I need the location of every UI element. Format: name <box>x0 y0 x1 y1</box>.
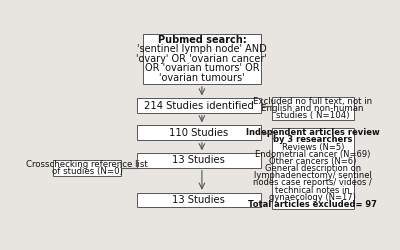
Text: Crosschecking reference list: Crosschecking reference list <box>26 160 148 169</box>
Text: 'ovarian tumours': 'ovarian tumours' <box>159 73 245 83</box>
Text: 110 Studies: 110 Studies <box>169 128 228 138</box>
Text: Other cancers (N=6): Other cancers (N=6) <box>269 157 356 166</box>
FancyBboxPatch shape <box>137 98 261 113</box>
FancyBboxPatch shape <box>137 125 261 140</box>
FancyBboxPatch shape <box>143 34 261 84</box>
FancyBboxPatch shape <box>272 97 354 120</box>
FancyBboxPatch shape <box>272 128 354 209</box>
Text: Total articles excluded= 97: Total articles excluded= 97 <box>248 200 377 209</box>
Text: 214 Studies identified: 214 Studies identified <box>144 100 254 110</box>
Text: gynaecology (N=17): gynaecology (N=17) <box>269 193 356 202</box>
Text: lymphadenectomy/ sentinel: lymphadenectomy/ sentinel <box>254 171 372 180</box>
FancyBboxPatch shape <box>53 160 121 176</box>
Text: Excluded no full text, not in: Excluded no full text, not in <box>253 97 372 106</box>
Text: technical notes in: technical notes in <box>275 186 350 194</box>
Text: nodes case reports/ videos /: nodes case reports/ videos / <box>253 178 372 188</box>
FancyBboxPatch shape <box>137 153 261 168</box>
Text: of studies (N=0): of studies (N=0) <box>52 167 123 176</box>
Text: 'ovary' OR 'ovarian cancer': 'ovary' OR 'ovarian cancer' <box>136 54 267 64</box>
Text: Pubmed search:: Pubmed search: <box>158 35 246 45</box>
Text: 13 Studies: 13 Studies <box>172 156 225 166</box>
Text: by 3 researchers: by 3 researchers <box>273 136 352 144</box>
Text: General description on: General description on <box>265 164 361 173</box>
Text: OR 'ovarian tumors' OR: OR 'ovarian tumors' OR <box>144 63 259 73</box>
Text: 'sentinel lymph node' AND: 'sentinel lymph node' AND <box>137 44 267 54</box>
FancyBboxPatch shape <box>137 193 261 207</box>
Text: Endometrial cancer (N=69): Endometrial cancer (N=69) <box>255 150 370 159</box>
Text: 13 Studies: 13 Studies <box>172 195 225 205</box>
Text: studies ( N=104): studies ( N=104) <box>276 111 350 120</box>
Text: English and non-human: English and non-human <box>262 104 364 113</box>
Text: Reviews (N=5): Reviews (N=5) <box>282 143 344 152</box>
Text: Independent articles review: Independent articles review <box>246 128 380 137</box>
